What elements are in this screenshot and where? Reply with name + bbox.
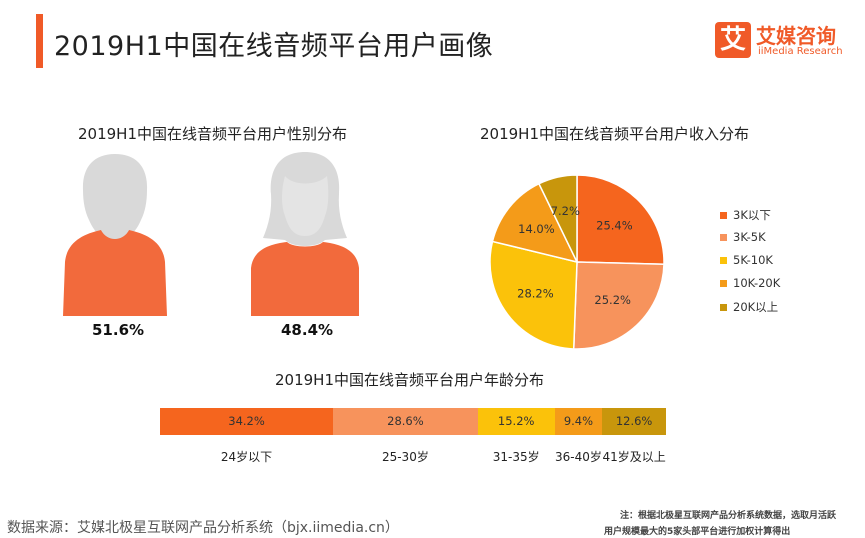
gender-chart-title: 2019H1中国在线音频平台用户性别分布: [78, 125, 347, 143]
legend-item-5: 20K以上: [720, 299, 780, 322]
age-category-label-4: 36-40岁: [555, 450, 602, 464]
income-chart-title: 2019H1中国在线音频平台用户收入分布: [480, 125, 749, 143]
logo-english: iiMedia Research: [758, 46, 843, 57]
pie-slice-2: [572, 261, 665, 350]
pie-slice-4: [491, 182, 579, 264]
legend-item-3: 5K-10K: [720, 253, 780, 276]
female-percentage: 48.4%: [281, 321, 334, 339]
pie-slice-3: [490, 240, 578, 350]
legend-label-2: 3K-5K: [733, 230, 766, 244]
data-source: 数据来源：艾媒北极星互联网产品分析系统（bjx.iimedia.cn）: [7, 520, 399, 536]
pie-slice-5: [537, 174, 578, 263]
male-person-icon: [63, 154, 167, 316]
age-bar-segment-2: 28.6%: [333, 408, 478, 435]
age-bar-segment-1: 34.2%: [160, 408, 334, 435]
legend-label-5: 20K以上: [733, 300, 779, 314]
pie-label-3: 28.2%: [517, 287, 554, 301]
pie-label-2: 25.2%: [594, 293, 631, 307]
pie-label-1: 25.4%: [596, 219, 633, 233]
legend-swatch-3: [720, 257, 727, 264]
logo-name: 艾媒咨询: [756, 24, 836, 48]
female-person-icon: [251, 152, 359, 316]
footnote-line-2: 用户规模最大的5家头部平台进行加权计算得出: [604, 527, 791, 537]
legend-swatch-4: [720, 280, 727, 287]
pie-label-5: 7.2%: [551, 204, 580, 218]
age-bar-segment-5: 12.6%: [602, 408, 666, 435]
legend-swatch-5: [720, 304, 727, 311]
age-category-label-2: 25-30岁: [381, 450, 429, 464]
legend-swatch-2: [720, 234, 727, 241]
pie-label-4: 14.0%: [518, 222, 555, 236]
age-chart-title: 2019H1中国在线音频平台用户年龄分布: [275, 371, 544, 389]
age-bar-segment-3: 15.2%: [477, 408, 555, 435]
title-accent-bar: [36, 14, 43, 68]
legend-label-3: 5K-10K: [733, 253, 773, 267]
age-category-label-1: 24岁以下: [220, 450, 273, 464]
legend-item-2: 3K-5K: [720, 230, 780, 253]
male-percentage: 51.6%: [92, 321, 145, 339]
legend-swatch-1: [720, 212, 727, 219]
age-category-label-3: 31-35岁: [492, 450, 540, 464]
legend-item-4: 10K-20K: [720, 276, 780, 299]
iimedia-logo-mark: 艾: [715, 22, 751, 58]
age-category-label-5: 41岁及以上: [602, 450, 666, 464]
footnote-line-1: 注：根据北极星互联网产品分析系统数据，选取月活跃: [620, 511, 837, 521]
income-pie-chart: 25.4% 25.2% 28.2% 14.0% 7.2%: [490, 174, 665, 350]
pie-slice-1: [576, 174, 665, 265]
income-legend: 3K以下 3K-5K 5K-10K 10K-20K 20K以上: [720, 207, 780, 322]
age-bar-segment-4: 9.4%: [554, 408, 603, 435]
legend-item-1: 3K以下: [720, 207, 780, 230]
age-stacked-bar: 34.2% 28.6% 15.2% 9.4% 12.6%: [160, 408, 666, 435]
legend-label-1: 3K以下: [733, 208, 771, 222]
legend-label-4: 10K-20K: [733, 276, 781, 290]
page-title: 2019H1中国在线音频平台用户画像: [54, 31, 494, 62]
